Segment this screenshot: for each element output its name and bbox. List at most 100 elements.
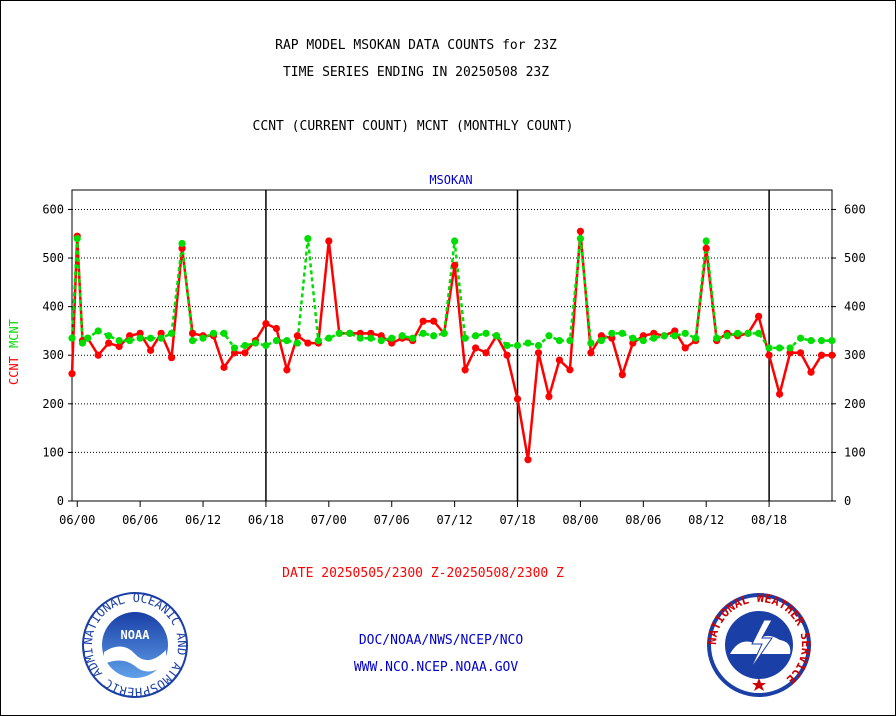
data-point-mcnt [765,344,773,352]
data-point-ccnt [241,349,249,357]
plot-station-label: MSOKAN [429,173,472,187]
data-point-mcnt [482,329,490,337]
data-point-ccnt [94,351,102,359]
y-axis-label-mcnt: MCNT [7,319,21,348]
data-point-mcnt [105,332,113,340]
data-point-ccnt [68,370,76,378]
data-point-mcnt [356,334,364,342]
x-tick-label: 06/12 [185,513,221,527]
x-tick-label: 08/00 [562,513,598,527]
data-point-ccnt [105,339,113,347]
data-point-ccnt [167,354,176,362]
data-point-mcnt [723,332,731,340]
data-point-mcnt [262,341,270,350]
data-point-mcnt [524,339,532,347]
x-tick-label: 07/18 [499,513,535,527]
chart-title-line2: TIME SERIES ENDING IN 20250508 23Z [282,65,550,80]
data-point-ccnt [828,351,836,359]
noaa-org-link[interactable]: DOC/NOAA/NWS/NCEP/NCO [358,633,524,648]
y-tick-label-left: 200 [42,397,64,411]
x-tick-label: 07/00 [311,513,347,527]
chart-title-line1: RAP MODEL MSOKAN DATA COUNTS for 23Z [275,38,557,53]
plot-area-border [71,189,833,502]
data-point-ccnt [461,366,469,374]
data-point-ccnt [471,344,480,352]
data-point-mcnt [702,237,710,245]
data-point-mcnt [430,332,438,340]
data-point-mcnt [587,339,595,347]
data-point-ccnt [430,317,438,325]
data-point-mcnt [115,337,123,345]
data-point-mcnt [84,334,92,342]
data-point-mcnt [786,344,794,352]
data-point-ccnt [681,344,689,352]
y-tick-label-right: 600 [844,202,866,216]
data-point-mcnt [775,344,784,352]
data-point-mcnt [409,334,417,342]
data-point-ccnt [534,349,543,357]
chart-subtitle: CCNT (CURRENT COUNT) MCNT (MONTHLY COUNT… [252,119,574,134]
data-point-mcnt [471,332,480,340]
data-point-ccnt [115,342,123,351]
data-point-mcnt [346,329,354,337]
data-point-ccnt [755,312,763,320]
y-tick-label-left: 600 [42,202,64,216]
x-tick-label: 06/00 [59,513,95,527]
data-point-mcnt [817,337,826,345]
data-point-mcnt [377,337,385,345]
data-point-mcnt [555,337,564,345]
data-point-mcnt [503,341,511,350]
nco-website-link[interactable]: WWW.NCO.NCEP.NOAA.GOV [353,660,519,675]
data-point-mcnt [576,234,585,243]
data-point-ccnt [419,317,427,325]
data-point-mcnt [167,329,176,337]
data-point-mcnt [796,334,805,342]
data-point-mcnt [629,334,637,342]
data-point-ccnt [482,349,490,357]
nws-logo: NATIONAL WEATHER SERVICE [706,592,812,697]
y-tick-label-left: 500 [42,251,64,265]
data-point-mcnt [136,334,144,342]
data-point-ccnt [817,351,826,359]
data-point-ccnt [147,346,155,354]
data-point-mcnt [534,341,543,350]
y-tick-label-left: 100 [42,445,64,459]
data-point-ccnt [304,339,312,347]
data-point-ccnt [566,366,574,374]
data-point-mcnt [325,334,333,342]
data-point-ccnt [796,349,805,357]
data-point-mcnt [744,329,752,337]
data-point-mcnt [513,341,522,350]
data-point-mcnt [220,329,228,337]
data-point-mcnt [68,334,76,342]
data-point-ccnt [503,351,511,359]
data-point-ccnt [765,351,773,359]
data-point-ccnt [545,392,553,401]
data-point-mcnt [828,337,836,345]
data-point-mcnt [734,329,742,337]
data-point-ccnt [513,395,522,403]
data-point-mcnt [178,239,186,248]
data-point-mcnt [293,339,301,347]
data-point-mcnt [147,334,155,342]
data-point-mcnt [398,332,406,340]
data-point-mcnt [367,334,375,342]
data-point-ccnt [283,366,291,374]
data-point-mcnt [639,337,647,345]
data-point-mcnt [451,237,459,245]
x-tick-label: 08/18 [751,513,787,527]
x-tick-label: 06/06 [122,513,158,527]
data-point-ccnt [524,456,532,464]
noaa-logo-text: NOAA [121,628,151,642]
data-point-mcnt [78,339,87,347]
data-point-ccnt [262,320,270,328]
y-tick-label-right: 400 [844,300,866,314]
data-point-mcnt [188,337,197,345]
data-point-mcnt [566,337,574,345]
data-point-mcnt [419,329,427,337]
date-range-label: DATE 20250505/2300 Z-20250508/2300 Z [282,566,564,581]
x-tick-label: 08/06 [625,513,661,527]
y-tick-label-left: 400 [42,300,64,314]
y-tick-label-right: 200 [844,397,866,411]
data-point-mcnt [314,337,322,345]
